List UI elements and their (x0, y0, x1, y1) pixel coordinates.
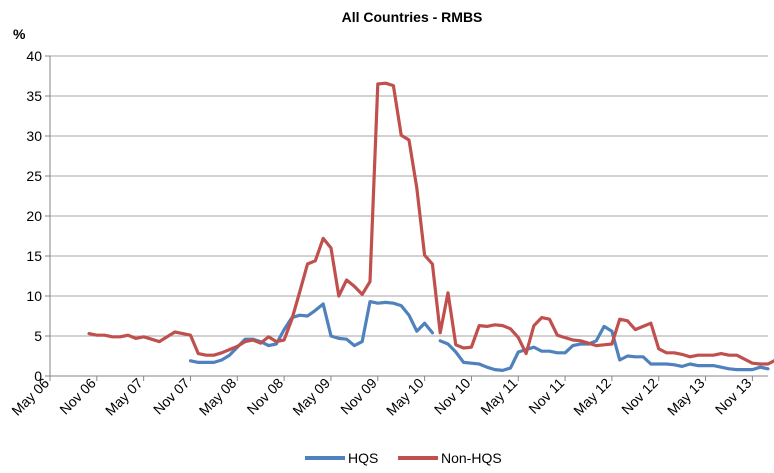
x-tick-label: May 06 (8, 375, 52, 419)
x-tick-label: Nov 11 (525, 375, 567, 417)
y-tick-label: 25 (26, 168, 42, 184)
x-tick-label: May 07 (102, 375, 146, 419)
series-line-hqs (438, 324, 770, 372)
x-tick-label: Nov 07 (150, 375, 193, 418)
y-tick-label: 30 (26, 128, 42, 144)
x-tick-label: May 10 (383, 375, 427, 419)
x-tick-label: May 12 (570, 375, 614, 419)
y-tick-label: 5 (34, 328, 42, 344)
y-tick-label: 40 (26, 48, 42, 64)
x-tick-label: Nov 12 (618, 375, 661, 418)
legend-label-non-hqs: Non-HQS (441, 450, 502, 466)
y-tick-label: 20 (26, 208, 42, 224)
x-tick-label: May 09 (289, 375, 333, 419)
x-tick-label: Nov 09 (337, 375, 380, 418)
x-tick-label: May 13 (664, 375, 708, 419)
legend-label-hqs: HQS (348, 450, 378, 466)
y-tick-label: 0 (34, 368, 42, 384)
x-tick-label: Nov 08 (244, 375, 287, 418)
y-tick-label: 35 (26, 88, 42, 104)
series-line-hqs (188, 300, 434, 364)
y-tick-label: 10 (26, 288, 42, 304)
x-tick-label: Nov 06 (56, 375, 99, 418)
x-axis-ticks: May 06 Nov 06 May 07 Nov 07 May 08 Nov 08 May … (8, 375, 754, 419)
y-tick-label: 15 (26, 248, 42, 264)
x-tick-label: May 08 (196, 375, 240, 419)
y-axis-ticks: 0 5 10 15 20 25 30 35 40 (26, 48, 50, 384)
x-tick-label: Nov 10 (431, 375, 474, 418)
chart-title: All Countries - RMBS (342, 9, 483, 25)
series-lines (87, 81, 774, 372)
legend: HQS Non-HQS (305, 450, 502, 466)
y-axis-label: % (13, 26, 26, 42)
x-tick-label: Nov 13 (712, 375, 755, 418)
gridlines (50, 55, 768, 337)
series-line-non-hqs (87, 81, 774, 366)
x-tick-label: May 11 (477, 375, 520, 418)
